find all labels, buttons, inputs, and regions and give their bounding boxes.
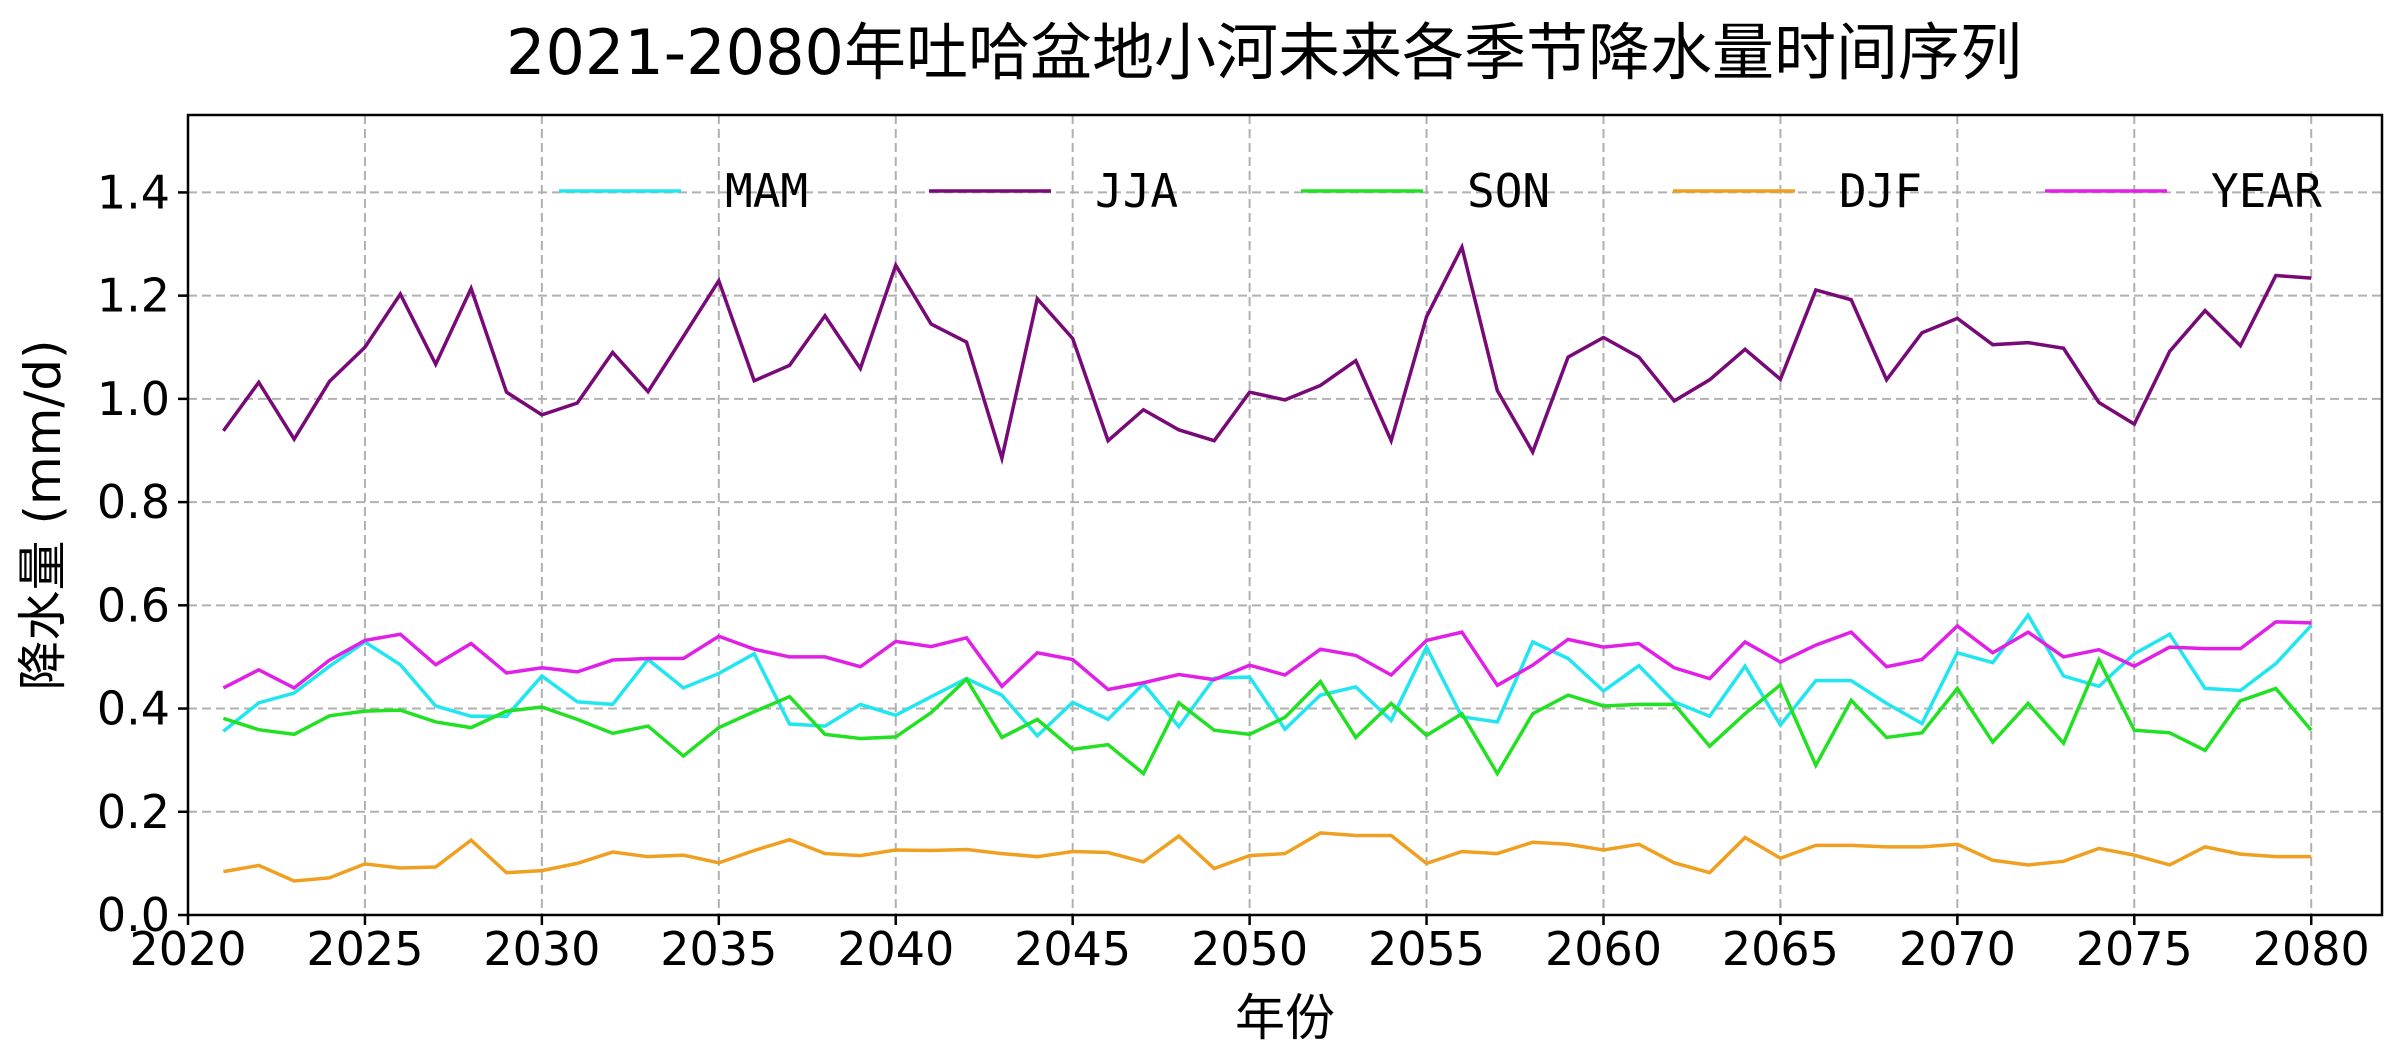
y-tick-label: 0.0 <box>97 888 170 942</box>
x-tick-label: 2065 <box>1722 922 1839 976</box>
series-line-son <box>222 655 2313 778</box>
y-axis-label: 降水量 (mm/d) <box>14 340 72 691</box>
legend: MAM JJA SON DJF YEAR <box>559 164 2322 218</box>
x-axis-label: 年份 <box>1235 989 1335 1047</box>
series-line-mam <box>222 611 2313 739</box>
y-tick-label: 0.2 <box>97 785 170 839</box>
series-line-jja <box>221 242 2312 466</box>
y-tick-label: 1.0 <box>97 372 170 426</box>
grid-lines <box>187 115 2382 916</box>
x-tick-label: 2030 <box>483 922 600 976</box>
x-tick-label: 2080 <box>2253 922 2370 976</box>
y-tick-label: 0.8 <box>97 475 170 529</box>
legend-label-year: YEAR <box>2211 164 2322 218</box>
legend-label-son: SON <box>1467 164 1550 218</box>
y-tick-label: 1.2 <box>97 269 170 323</box>
chart-title: 2021-2080年吐哈盆地小河未来各季节降水量时间序列 <box>506 16 2022 89</box>
axis-ticks: 2020 2025 2030 2035 2040 2045 2050 2055 2060 2065… <box>97 165 2370 976</box>
y-tick-label: 0.4 <box>97 682 170 736</box>
y-tick-label: 0.6 <box>97 578 170 632</box>
x-tick-label: 2055 <box>1368 922 1485 976</box>
series-lines <box>221 242 2313 883</box>
legend-label-djf: DJF <box>1839 164 1922 218</box>
x-tick-label: 2050 <box>1191 922 1308 976</box>
x-tick-label: 2045 <box>1014 922 1131 976</box>
x-tick-label: 2070 <box>1899 922 2016 976</box>
x-tick-label: 2040 <box>837 922 954 976</box>
y-tick-label: 1.4 <box>97 165 170 219</box>
series-line-year <box>222 620 2312 692</box>
legend-label-mam: MAM <box>725 164 808 218</box>
legend-label-jja: JJA <box>1095 164 1178 218</box>
plot-frame <box>186 113 2384 917</box>
series-line-djf <box>223 831 2312 883</box>
x-tick-label: 2025 <box>306 922 423 976</box>
x-tick-label: 2060 <box>1545 922 1662 976</box>
x-tick-label: 2035 <box>660 922 777 976</box>
x-tick-label: 2020 <box>129 922 246 976</box>
x-tick-label: 2075 <box>2076 922 2193 976</box>
